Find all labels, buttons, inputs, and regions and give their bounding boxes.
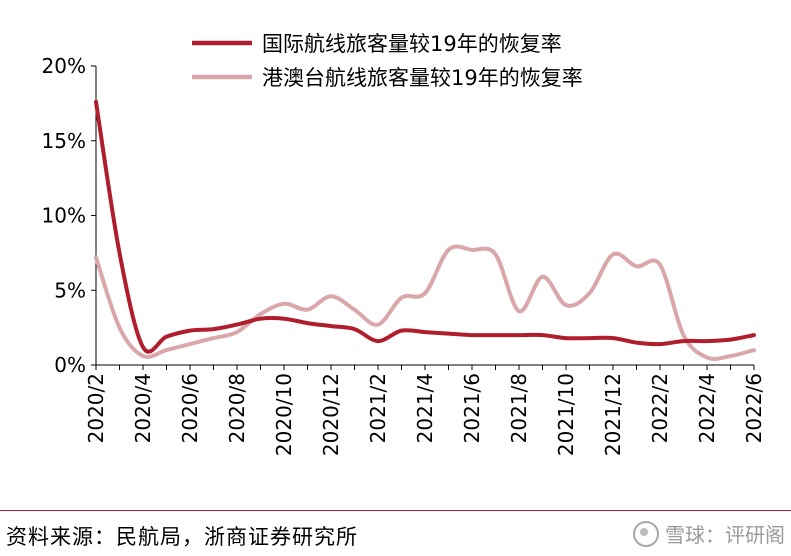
- x-tick-label: 2020/8: [225, 373, 249, 443]
- watermark: 雪球：评研阁: [633, 519, 785, 548]
- footer-divider: [0, 510, 791, 511]
- x-tick-label: 2020/4: [131, 373, 155, 443]
- y-tick-label: 20%: [42, 54, 86, 78]
- y-tick-label: 5%: [54, 278, 86, 302]
- x-tick-label: 2022/2: [648, 373, 672, 443]
- y-tick-label: 10%: [42, 204, 86, 228]
- axes: 0% 5% 10% 15% 20% 2020/2 2020/4 2020/6 2020/8 202…: [42, 54, 766, 456]
- series-line-hkmt: [94, 244, 756, 361]
- x-tick-label: 2020/2: [84, 373, 108, 443]
- x-tick-label: 2020/12: [319, 373, 343, 456]
- x-tick-label: 2021/6: [460, 373, 484, 443]
- x-tick-label: 2021/10: [554, 373, 578, 456]
- y-tick-label: 15%: [42, 129, 86, 153]
- x-tick-label: 2021/8: [507, 373, 531, 443]
- legend-label: 港澳台航线旅客量较19年的恢复率: [262, 66, 583, 90]
- series-lines: [94, 99, 756, 361]
- x-tick-label: 2022/6: [742, 373, 766, 443]
- x-tick-label: 2020/6: [178, 373, 202, 443]
- source-note: 资料来源：民航局，浙商证券研究所: [6, 525, 358, 549]
- series-line-international: [94, 99, 756, 354]
- legend-label: 国际航线旅客量较19年的恢复率: [262, 32, 562, 56]
- x-tick-label: 2021/4: [413, 373, 437, 443]
- watermark-text: 雪球：评研阁: [665, 523, 785, 547]
- x-tick-label: 2022/4: [695, 373, 719, 443]
- x-tick-label: 2021/12: [601, 373, 625, 456]
- snowball-logo-icon: [633, 520, 659, 547]
- x-tick-label: 2020/10: [272, 373, 296, 456]
- x-tick-label: 2021/2: [366, 373, 390, 443]
- y-tick-label: 0%: [54, 353, 86, 377]
